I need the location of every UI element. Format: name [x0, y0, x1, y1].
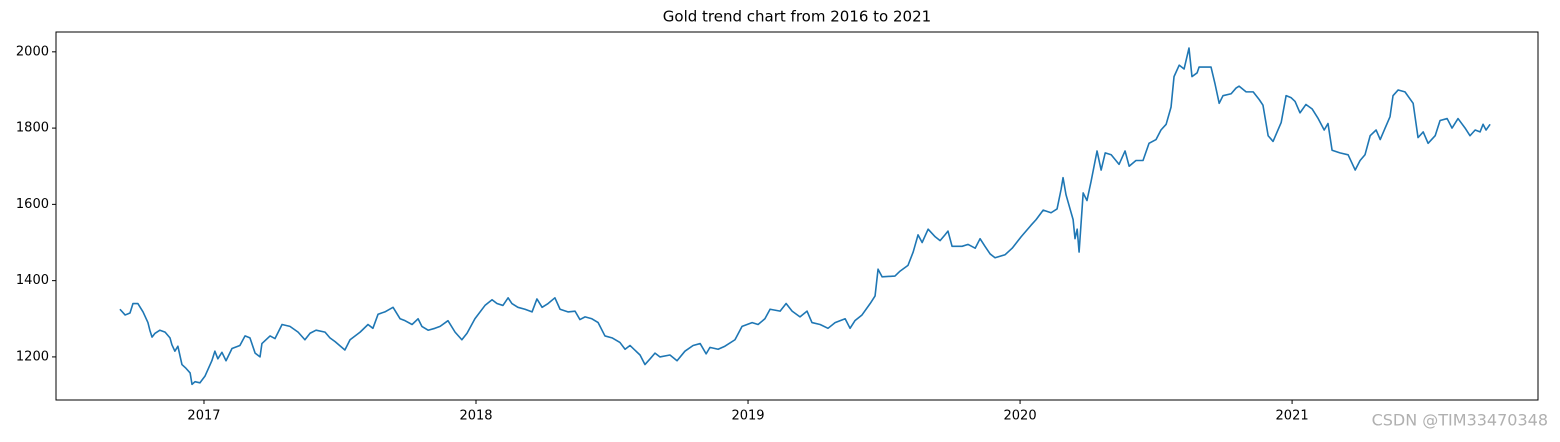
y-tick-label: 1600 [16, 197, 49, 212]
y-tick-label: 1200 [16, 349, 49, 364]
y-tick-label: 1400 [16, 273, 49, 288]
x-tick-label: 2017 [187, 409, 220, 424]
y-tick-label: 1800 [16, 121, 49, 136]
x-tick-label: 2021 [1276, 409, 1309, 424]
x-tick-label: 2018 [459, 409, 492, 424]
watermark: CSDN @TIM33470348 [1372, 411, 1548, 430]
plot-frame [55, 31, 1539, 401]
chart-title: Gold trend chart from 2016 to 2021 [663, 8, 931, 26]
x-tick-label: 2020 [1004, 409, 1037, 424]
y-tick-label: 2000 [16, 44, 49, 59]
line-series [119, 47, 1491, 386]
x-tick-label: 2019 [731, 409, 764, 424]
